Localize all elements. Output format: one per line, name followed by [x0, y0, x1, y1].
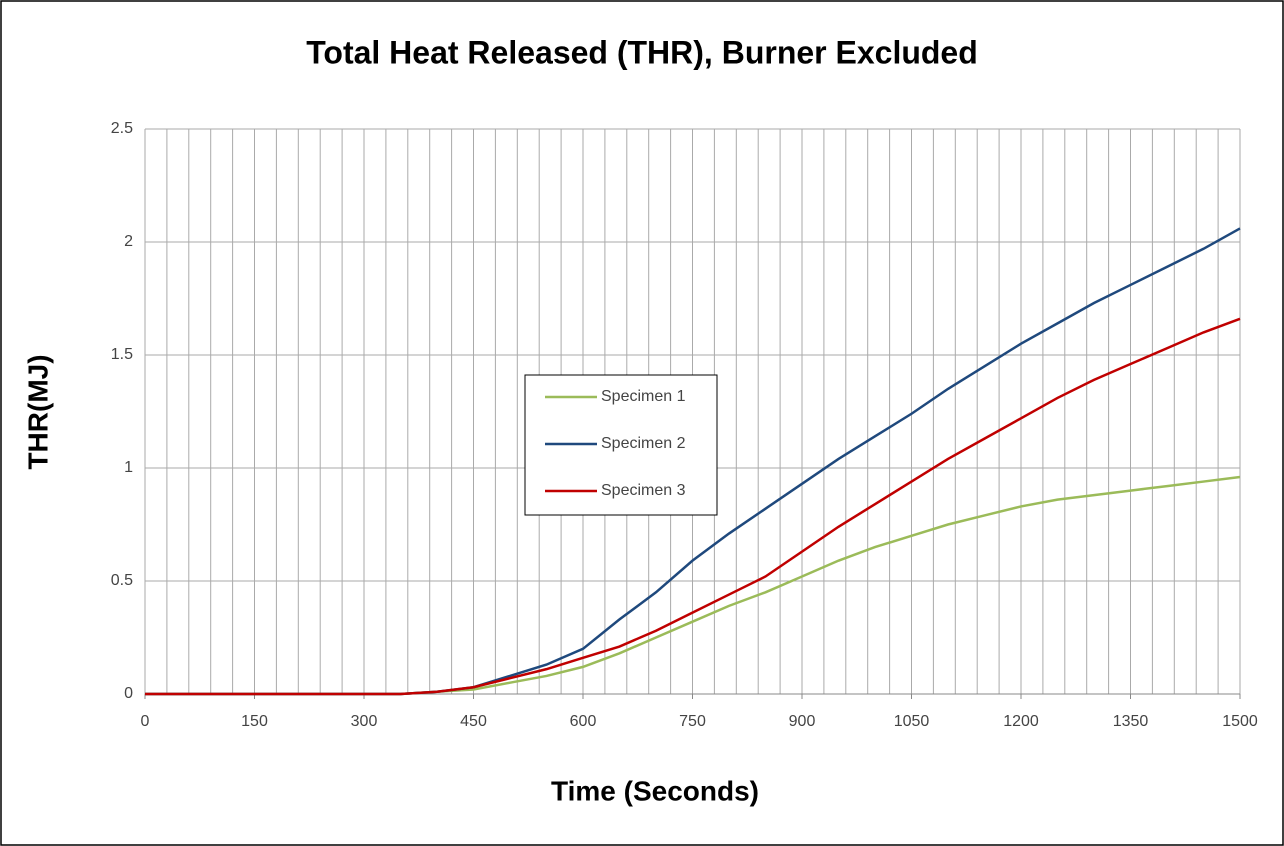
x-tick-label: 150 — [241, 713, 268, 730]
x-tick-label: 900 — [789, 713, 816, 730]
x-tick-label: 450 — [460, 713, 487, 730]
y-tick-label: 1.5 — [111, 346, 133, 363]
x-tick-label: 1050 — [894, 713, 930, 730]
y-axis-label: THR(MJ) — [22, 354, 53, 469]
x-axis-label: Time (Seconds) — [551, 775, 759, 806]
legend-label: Specimen 1 — [601, 388, 686, 405]
x-tick-label: 1350 — [1113, 713, 1149, 730]
y-tick-label: 2.5 — [111, 120, 133, 137]
legend-label: Specimen 3 — [601, 482, 686, 499]
y-tick-label: 2 — [124, 233, 133, 250]
x-tick-label: 600 — [570, 713, 597, 730]
legend: Specimen 1 Specimen 2 Specimen 3 — [524, 374, 718, 516]
x-tick-label: 1200 — [1003, 713, 1039, 730]
legend-label: Specimen 2 — [601, 435, 686, 452]
y-tick-label: 0.5 — [111, 572, 133, 589]
y-tick-label: 0 — [124, 685, 133, 702]
x-tick-label: 750 — [679, 713, 706, 730]
y-tick-label: 1 — [124, 459, 133, 476]
x-tick-label: 300 — [351, 713, 378, 730]
data-line — [145, 317, 1241, 696]
x-tick-label: 0 — [141, 713, 150, 730]
chart-title: Total Heat Released (THR), Burner Exclud… — [306, 34, 978, 70]
x-tick-label: 1500 — [1222, 713, 1258, 730]
